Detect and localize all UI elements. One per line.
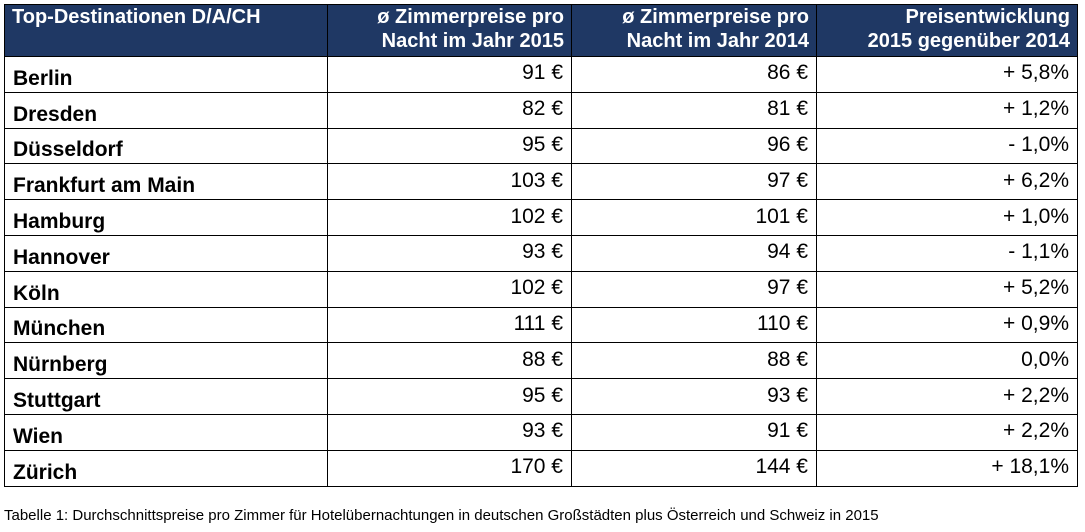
header-price-change-line2: 2015 gegenüber 2014	[867, 30, 1070, 52]
cell-price-2015: 170 €	[327, 449, 572, 487]
cell-price-2015: 111 €	[327, 306, 572, 344]
cell-price-2015: 93 €	[327, 413, 572, 451]
header-price-2015: ø Zimmerpreise pro Nacht im Jahr 2015	[327, 4, 572, 57]
cell-price-change: + 5,8%	[816, 56, 1078, 93]
cell-price-2015: 82 €	[327, 91, 572, 129]
table-row: Zürich 170 €144 € + 18,1%	[4, 449, 1078, 487]
cell-price-2014: 97 €	[571, 163, 817, 201]
hotel-price-table: Top-Destinationen D/A/CH ø Zimmerpreise …	[4, 4, 1078, 487]
cell-price-change: - 1,1%	[816, 234, 1078, 272]
table-row: München 111 €110 € + 0,9%	[4, 306, 1078, 344]
table-row: Düsseldorf 95 €96 € - 1,0%	[4, 127, 1078, 165]
cell-price-2014: 96 €	[571, 127, 817, 165]
header-price-2015-line2: Nacht im Jahr 2015	[381, 30, 564, 52]
table-caption: Tabelle 1: Durchschnittspreise pro Zimme…	[4, 507, 879, 524]
cell-city: Berlin	[4, 56, 328, 93]
table-row: Hamburg 102 €101 € + 1,0%	[4, 199, 1078, 236]
cell-price-2015: 95 €	[327, 127, 572, 165]
cell-price-change: - 1,0%	[816, 127, 1078, 165]
cell-city: Frankfurt am Main	[4, 163, 328, 201]
table-row: Köln 102 €97 € + 5,2%	[4, 270, 1078, 308]
table-body: Berlin 91 €86 € + 5,8% Dresden 82 €81 € + 1,2…	[4, 56, 1078, 487]
cell-city: Hannover	[4, 234, 328, 272]
cell-city: Dresden	[4, 91, 328, 129]
table-row: Wien 93 €91 € + 2,2%	[4, 413, 1078, 451]
cell-price-2015: 88 €	[327, 342, 572, 380]
table-row: Frankfurt am Main 103 €97 € + 6,2%	[4, 163, 1078, 201]
cell-price-2015: 95 €	[327, 378, 572, 415]
cell-price-2015: 102 €	[327, 270, 572, 308]
cell-price-2014: 94 €	[571, 234, 817, 272]
header-price-2014-line2: Nacht im Jahr 2014	[626, 30, 809, 52]
cell-city: Köln	[4, 270, 328, 308]
cell-price-2015: 91 €	[327, 56, 572, 93]
cell-city: Stuttgart	[4, 378, 328, 415]
table-row: Stuttgart 95 €93 € + 2,2%	[4, 378, 1078, 415]
cell-price-2014: 91 €	[571, 413, 817, 451]
cell-price-2014: 93 €	[571, 378, 817, 415]
cell-city: Zürich	[4, 449, 328, 487]
table-row: Dresden 82 €81 € + 1,2%	[4, 91, 1078, 129]
cell-price-2014: 97 €	[571, 270, 817, 308]
cell-city: Nürnberg	[4, 342, 328, 380]
header-price-2014-line1: ø Zimmerpreise pro	[622, 6, 809, 28]
header-price-change: Preisentwicklung 2015 gegenüber 2014	[816, 4, 1078, 57]
cell-price-2014: 86 €	[571, 56, 817, 93]
cell-price-change: + 1,2%	[816, 91, 1078, 129]
cell-price-2015: 102 €	[327, 199, 572, 236]
cell-price-change: 0,0%	[816, 342, 1078, 380]
cell-price-change: + 0,9%	[816, 306, 1078, 344]
cell-city: Düsseldorf	[4, 127, 328, 165]
header-destination-line1: Top-Destinationen D/A/CH	[12, 6, 261, 28]
table-header-row: Top-Destinationen D/A/CH ø Zimmerpreise …	[4, 4, 1078, 57]
cell-city: Hamburg	[4, 199, 328, 236]
header-price-2014: ø Zimmerpreise pro Nacht im Jahr 2014	[571, 4, 817, 57]
cell-price-2015: 93 €	[327, 234, 572, 272]
cell-price-2014: 81 €	[571, 91, 817, 129]
cell-price-2015: 103 €	[327, 163, 572, 201]
table-row: Berlin 91 €86 € + 5,8%	[4, 56, 1078, 93]
cell-price-change: + 2,2%	[816, 413, 1078, 451]
hotel-price-table-container: Top-Destinationen D/A/CH ø Zimmerpreise …	[4, 4, 1078, 487]
cell-city: München	[4, 306, 328, 344]
header-price-2015-line1: ø Zimmerpreise pro	[377, 6, 564, 28]
cell-price-change: + 5,2%	[816, 270, 1078, 308]
header-price-change-line1: Preisentwicklung	[905, 6, 1071, 28]
cell-city: Wien	[4, 413, 328, 451]
table-row: Hannover 93 €94 € - 1,1%	[4, 234, 1078, 272]
cell-price-2014: 101 €	[571, 199, 817, 236]
cell-price-change: + 6,2%	[816, 163, 1078, 201]
cell-price-change: + 1,0%	[816, 199, 1078, 236]
header-destination: Top-Destinationen D/A/CH	[4, 4, 328, 57]
cell-price-2014: 88 €	[571, 342, 817, 380]
cell-price-change: + 18,1%	[816, 449, 1078, 487]
cell-price-change: + 2,2%	[816, 378, 1078, 415]
cell-price-2014: 144 €	[571, 449, 817, 487]
table-row: Nürnberg 88 €88 €0,0%	[4, 342, 1078, 380]
cell-price-2014: 110 €	[571, 306, 817, 344]
